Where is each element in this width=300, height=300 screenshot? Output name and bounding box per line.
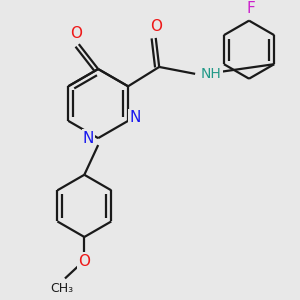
Text: N: N [83,130,94,146]
Text: O: O [150,20,162,34]
Text: NH: NH [201,67,221,81]
Text: CH₃: CH₃ [50,282,73,295]
Text: O: O [70,26,82,40]
Text: N: N [129,110,141,125]
Text: F: F [246,2,255,16]
Text: O: O [78,254,90,269]
